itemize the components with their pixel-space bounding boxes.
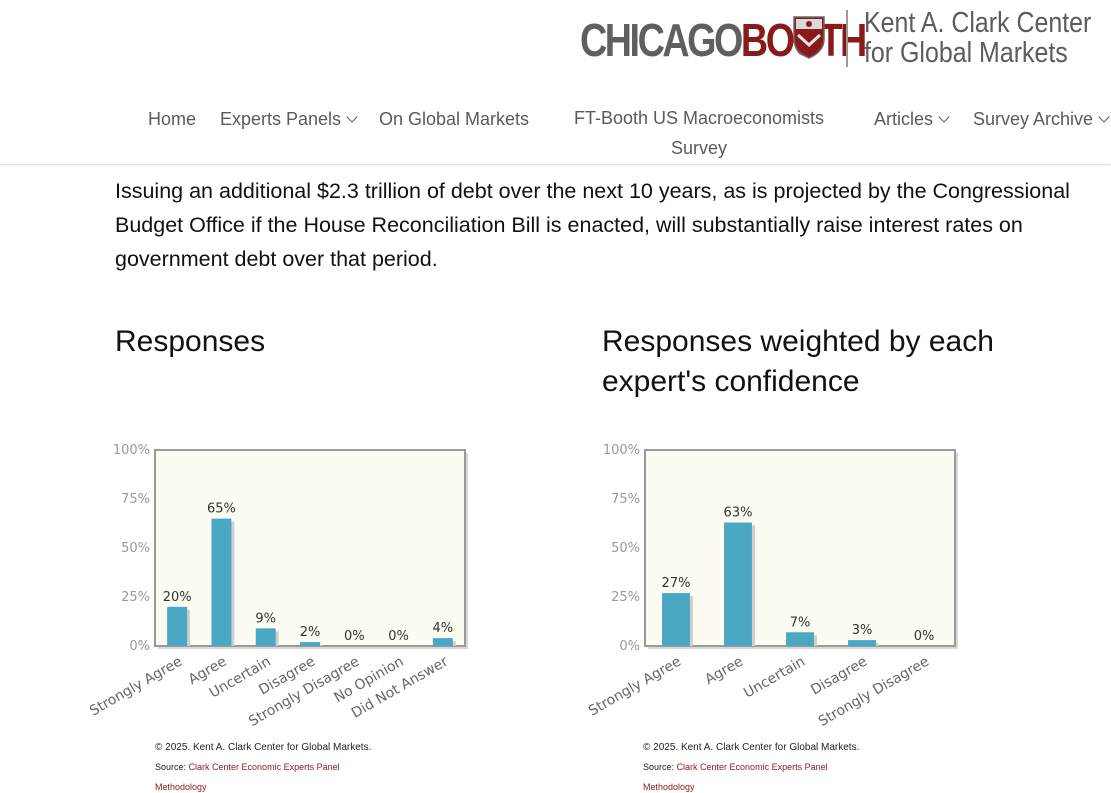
- nav-ft-booth-line1: FT-Booth US Macroeconomists: [573, 108, 825, 128]
- bar: [724, 522, 752, 646]
- bar-value-label: 2%: [300, 625, 321, 640]
- bar: [255, 628, 276, 646]
- copyright-right: © 2025. Kent A. Clark Center for Global …: [643, 742, 860, 753]
- copyright-left: © 2025. Kent A. Clark Center for Global …: [155, 742, 372, 753]
- site-header: CHICAGOBOOTH Kent A. Clark Center for Gl…: [0, 0, 1111, 165]
- nav-ft-booth-survey[interactable]: FT-Booth US Macroeconomists Survey: [570, 103, 828, 163]
- nav-home-label: Home: [148, 109, 197, 129]
- nav-ft-booth-line2: Survey: [670, 138, 728, 158]
- bar-value-label: 7%: [790, 615, 811, 630]
- nav-articles-label: Articles: [874, 109, 934, 129]
- nav-survey-archive[interactable]: Survey Archive: [973, 109, 1110, 130]
- category-label: Strongly Agree: [586, 654, 684, 720]
- nav-on-global-markets[interactable]: On Global Markets: [379, 109, 529, 130]
- bar: [662, 593, 690, 646]
- chevron-down-icon: [1098, 111, 1110, 123]
- methodology-link-right[interactable]: Methodology: [643, 782, 695, 792]
- nav-articles[interactable]: Articles: [874, 109, 950, 130]
- y-tick-label: 50%: [611, 541, 640, 556]
- center-name-line1: Kent A. Clark Center: [864, 7, 1092, 39]
- y-tick-label: 25%: [611, 590, 640, 605]
- weighted-title-line1: Responses weighted by each: [602, 325, 994, 358]
- bar-value-label: 65%: [207, 502, 236, 517]
- y-tick-label: 75%: [121, 492, 150, 507]
- bar: [848, 640, 876, 646]
- category-label: Strongly Disagree: [816, 654, 932, 730]
- chevron-down-icon: [938, 111, 950, 123]
- bar-value-label: 20%: [163, 590, 192, 605]
- bar: [211, 518, 232, 646]
- bar-value-label: 4%: [433, 621, 454, 636]
- source-prefix-left: Source:: [155, 762, 189, 772]
- bar: [432, 638, 453, 646]
- university-shield-icon: [793, 16, 825, 59]
- methodology-link-left[interactable]: Methodology: [155, 782, 207, 792]
- source-link-left[interactable]: Clark Center Economic Experts Panel: [188, 762, 340, 772]
- bar: [167, 606, 188, 646]
- bar: [300, 642, 320, 646]
- bar-value-label: 0%: [388, 629, 409, 644]
- source-prefix-right: Source:: [643, 762, 677, 772]
- nav-on-global-markets-label: On Global Markets: [379, 109, 530, 129]
- y-tick-label: 50%: [121, 541, 150, 556]
- bar-value-label: 0%: [914, 629, 935, 644]
- weighted-responses-title: Responses weighted by each expert's conf…: [602, 322, 994, 402]
- clark-center-logo[interactable]: Kent A. Clark Center for Global Markets: [864, 8, 1091, 68]
- y-tick-label: 100%: [113, 443, 150, 458]
- source-line-right: Source: Clark Center Economic Experts Pa…: [643, 762, 828, 772]
- nav-experts-panels[interactable]: Experts Panels: [220, 109, 358, 130]
- survey-question: Issuing an additional $2.3 trillion of d…: [115, 179, 1070, 271]
- y-tick-label: 25%: [121, 590, 150, 605]
- y-tick-label: 75%: [611, 492, 640, 507]
- source-link-right[interactable]: Clark Center Economic Experts Panel: [676, 762, 828, 772]
- responses-title: Responses: [115, 325, 266, 358]
- center-name-line2: for Global Markets: [864, 37, 1068, 69]
- chevron-down-icon: [346, 111, 358, 123]
- bar-value-label: 63%: [724, 506, 753, 521]
- bar-value-label: 0%: [344, 629, 365, 644]
- nav-survey-archive-label: Survey Archive: [973, 109, 1094, 129]
- category-label: Strongly Agree: [87, 654, 185, 720]
- weighted-responses-bar-chart: 0% 25% 50% 75% 100% 27% Strongly Agree 63% Agree…: [586, 443, 958, 730]
- weighted-title-line2: expert's confidence: [602, 365, 860, 398]
- y-tick-label: 0%: [619, 639, 640, 654]
- bar-value-label: 27%: [662, 576, 691, 591]
- bar-value-label: 3%: [852, 623, 873, 638]
- y-tick-label: 100%: [603, 443, 640, 458]
- plot-area: [154, 449, 466, 647]
- nav-experts-panels-label: Experts Panels: [220, 109, 342, 129]
- category-label: Uncertain: [741, 654, 808, 702]
- bar-value-label: 9%: [255, 611, 276, 626]
- nav-home[interactable]: Home: [148, 109, 196, 130]
- plot-area: [644, 449, 956, 647]
- y-tick-label: 0%: [129, 639, 150, 654]
- category-label: Agree: [702, 654, 746, 688]
- logo-chicago-text: CHICAGO: [580, 14, 743, 66]
- responses-bar-chart: 0%25%50%75%100%20%Strongly Agree65%Agree…: [87, 443, 468, 730]
- bar: [786, 632, 814, 646]
- logo-divider: [846, 10, 848, 67]
- source-line-left: Source: Clark Center Economic Experts Pa…: [155, 762, 340, 772]
